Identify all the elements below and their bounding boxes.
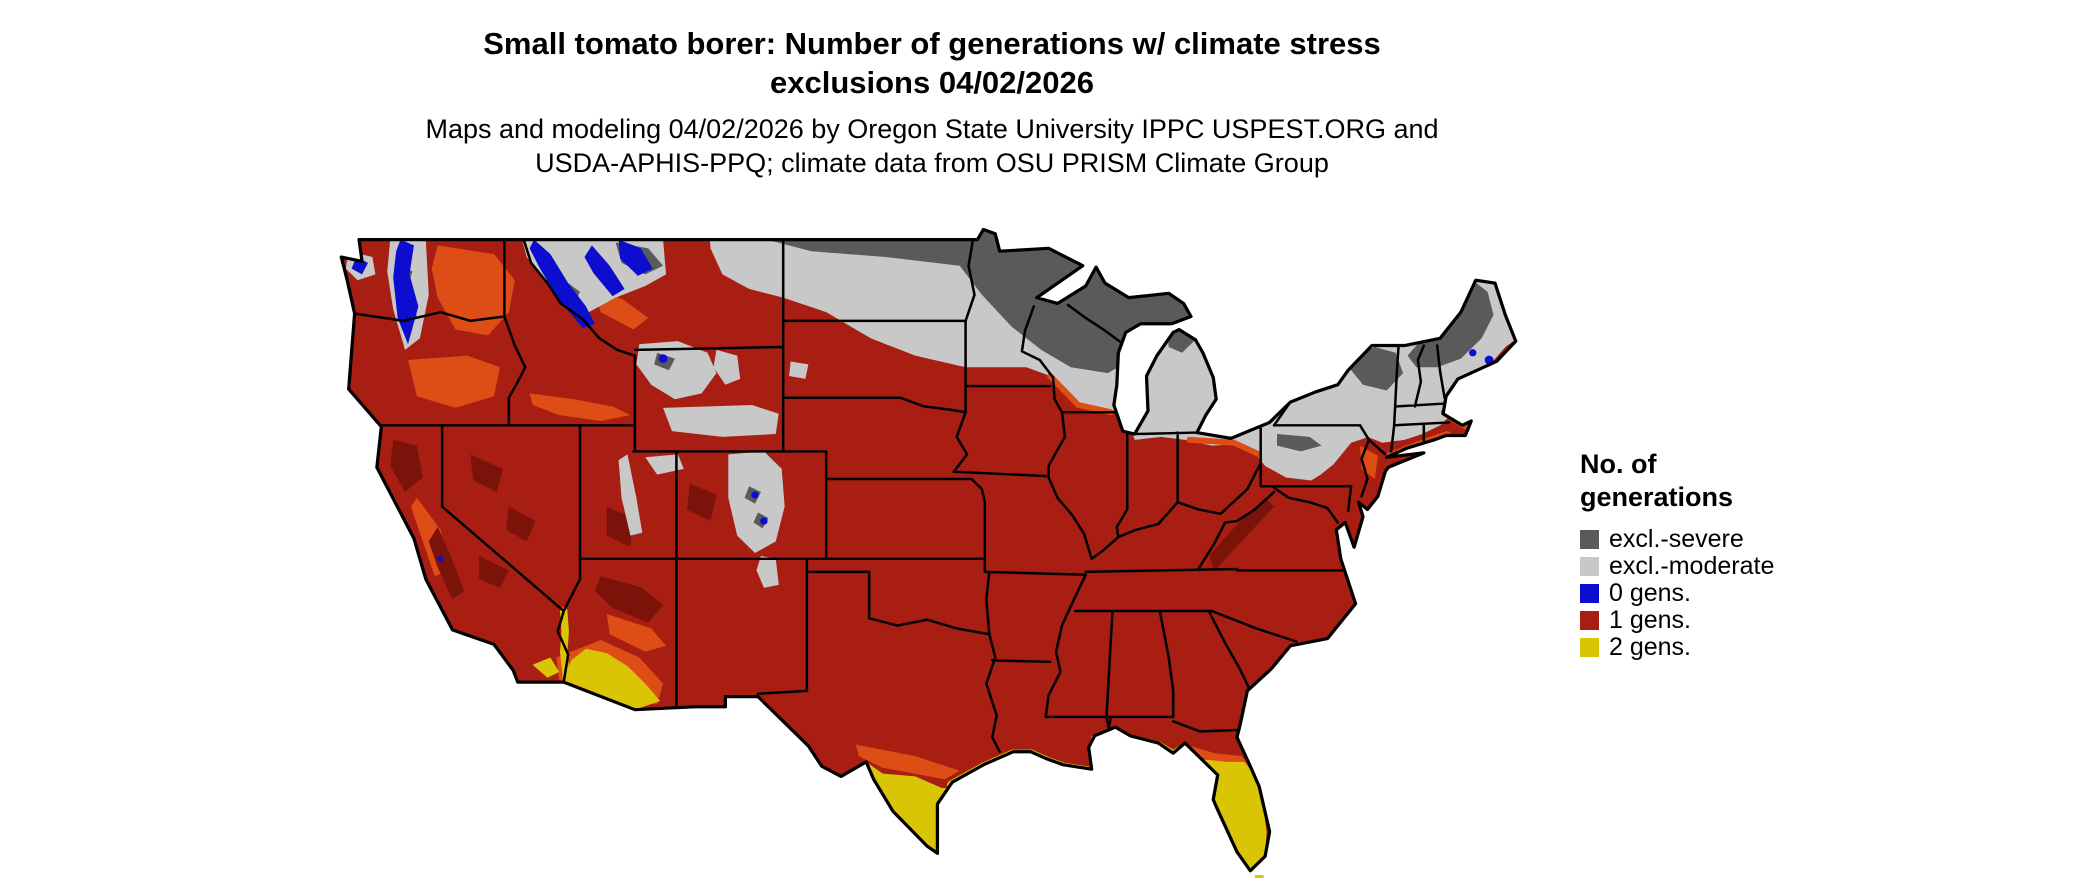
- legend-label-excl-severe: excl.-severe: [1609, 525, 1744, 553]
- legend-title-line-1: No. of: [1580, 449, 1657, 479]
- legend-title-line-2: generations: [1580, 482, 1734, 512]
- legend-swatch-excl-severe: [1580, 530, 1599, 549]
- legend-swatch-2-gens: [1580, 638, 1599, 657]
- subtitle-line-1: Maps and modeling 04/02/2026 by Oregon S…: [425, 114, 1439, 144]
- legend-label-0-gens: 0 gens.: [1609, 579, 1692, 607]
- conus-outline: [339, 228, 1518, 873]
- legend-swatch-0-gens: [1580, 584, 1599, 603]
- page-title: Small tomato borer: Number of generation…: [0, 24, 1864, 102]
- state-borders: [353, 238, 1451, 754]
- legend-item-excl-severe: excl.-severe: [1580, 526, 1910, 553]
- legend-item-2-gens: 2 gens.: [1580, 634, 1910, 661]
- legend-swatch-excl-moderate: [1580, 557, 1599, 576]
- us-generations-map: [339, 228, 1518, 878]
- legend-label-1-gens: 1 gens.: [1609, 606, 1692, 634]
- florida-keys: [1254, 875, 1264, 878]
- region-two-gens: [532, 648, 1267, 871]
- legend-title: No. of generations: [1580, 448, 1910, 514]
- legend-label-2-gens: 2 gens.: [1609, 633, 1692, 661]
- legend-item-0-gens: 0 gens.: [1580, 580, 1910, 607]
- attribution-subtitle: Maps and modeling 04/02/2026 by Oregon S…: [0, 112, 1864, 180]
- subtitle-line-2: USDA-APHIS-PPQ; climate data from OSU PR…: [535, 148, 1329, 178]
- legend: No. of generations excl.-severe excl.-mo…: [1580, 448, 1910, 661]
- title-line-1: Small tomato borer: Number of generation…: [483, 26, 1381, 61]
- legend-item-excl-moderate: excl.-moderate: [1580, 553, 1910, 580]
- legend-swatch-1-gens: [1580, 611, 1599, 630]
- legend-item-1-gens: 1 gens.: [1580, 607, 1910, 634]
- legend-label-excl-moderate: excl.-moderate: [1609, 552, 1775, 580]
- title-line-2: exclusions 04/02/2026: [769, 65, 1094, 100]
